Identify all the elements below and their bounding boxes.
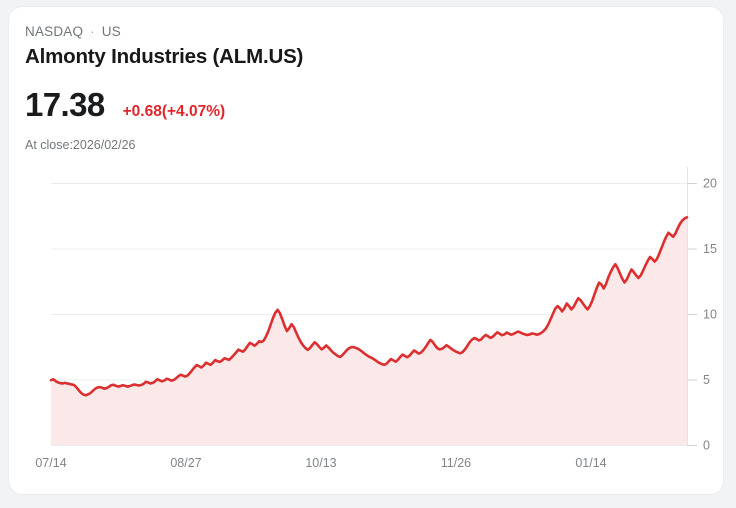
x-axis-tick-label: 07/14 xyxy=(35,456,66,470)
exchange-name: NASDAQ xyxy=(25,24,84,39)
chart-area-fill xyxy=(51,217,687,445)
y-axis-tick-label: 15 xyxy=(703,242,717,256)
chart-y-axis-labels: 0 5 10 15 20 xyxy=(703,177,717,453)
close-timestamp: At close:2026/02/26 xyxy=(25,138,136,152)
separator-dot: · xyxy=(90,24,95,39)
price-line-path xyxy=(49,216,689,397)
price-value: 17.38 xyxy=(25,86,105,123)
y-axis-tick-label: 20 xyxy=(703,177,717,191)
price-row: 17.38 +0.68(+4.07%) xyxy=(25,86,225,124)
region-label: US xyxy=(101,24,121,39)
exchange-row: NASDAQ · US xyxy=(25,23,665,41)
y-axis-tick-label: 10 xyxy=(703,308,717,322)
page-title: Almonty Industries (ALM.US) xyxy=(25,45,304,68)
x-axis-tick-label: 11/26 xyxy=(441,456,471,470)
price-change: +0.68(+4.07%) xyxy=(122,103,226,120)
x-axis-tick-label: 10/13 xyxy=(305,456,336,470)
x-axis-tick-label: 01/14 xyxy=(575,456,606,470)
quote-header: NASDAQ · US Almonty Industries (ALM.US) xyxy=(25,23,665,71)
y-axis-tick-label: 5 xyxy=(703,373,710,387)
x-axis-tick-label: 08/27 xyxy=(170,456,201,470)
price-chart[interactable]: 0 5 10 15 20 07/14 08/27 10/13 11/26 01/14 xyxy=(9,167,723,482)
y-axis-tick-label: 0 xyxy=(703,439,710,453)
area-fill-path xyxy=(51,217,687,445)
price-chart-svg[interactable]: 0 5 10 15 20 07/14 08/27 10/13 11/26 01/14 xyxy=(9,167,723,482)
chart-price-line xyxy=(49,216,689,397)
stock-quote-card: NASDAQ · US Almonty Industries (ALM.US) … xyxy=(8,6,724,495)
chart-x-axis-labels: 07/14 08/27 10/13 11/26 01/14 xyxy=(35,456,606,470)
